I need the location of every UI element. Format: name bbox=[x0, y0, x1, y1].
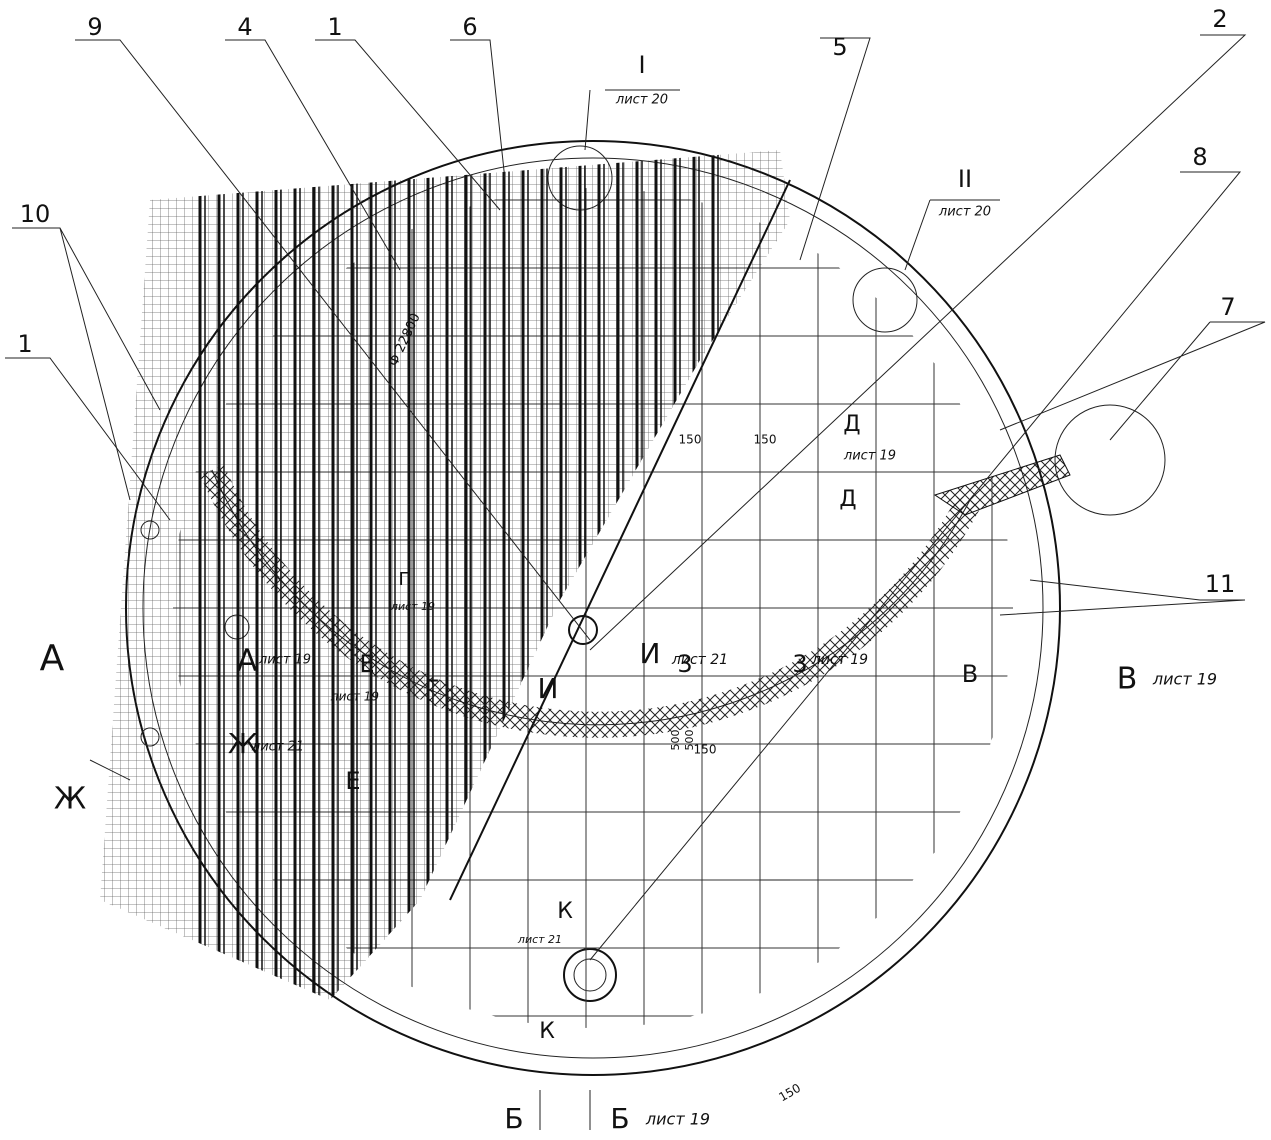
label: Е bbox=[359, 650, 374, 678]
label: 8 bbox=[1192, 143, 1207, 171]
sheet-ref: лист 19 bbox=[330, 690, 379, 704]
label: 10 bbox=[20, 200, 51, 228]
label: 7 bbox=[1220, 293, 1235, 321]
label: Б bbox=[610, 1102, 629, 1135]
label: Ж bbox=[228, 727, 258, 760]
leader bbox=[584, 89, 680, 151]
leader bbox=[315, 39, 501, 211]
tank-plan bbox=[100, 140, 1166, 1076]
drain bbox=[563, 948, 617, 1002]
sheet-ref: лист 19 bbox=[645, 1110, 710, 1129]
label: Д bbox=[843, 412, 860, 437]
label: Е bbox=[345, 767, 360, 795]
bars bbox=[100, 150, 790, 1000]
leader bbox=[225, 39, 401, 271]
label: Ж bbox=[54, 782, 86, 817]
label: 150 bbox=[776, 1081, 803, 1105]
leader bbox=[904, 199, 1000, 271]
label: 1 bbox=[327, 13, 342, 41]
detail-circle bbox=[1054, 404, 1166, 516]
cut-line bbox=[449, 179, 791, 901]
leader bbox=[999, 321, 1266, 441]
sheet-ref: лист 20 bbox=[938, 205, 991, 220]
label: В bbox=[962, 660, 978, 688]
leader bbox=[589, 171, 1242, 961]
section-marks bbox=[89, 759, 790, 1130]
label: Г bbox=[399, 569, 410, 590]
detail-circle bbox=[852, 267, 918, 333]
label: I bbox=[638, 51, 645, 79]
label: 3 bbox=[677, 650, 692, 678]
sheet-ref: лист 21 bbox=[671, 652, 728, 668]
leader bbox=[999, 579, 1246, 616]
label: Д bbox=[839, 487, 856, 512]
label: Г bbox=[425, 675, 440, 703]
label: 9 bbox=[87, 13, 102, 41]
label: К bbox=[539, 1019, 555, 1044]
leaders bbox=[5, 34, 1266, 1130]
label: А bbox=[40, 638, 65, 679]
label: 11 bbox=[1205, 570, 1236, 598]
sheet-ref: лист 19 bbox=[843, 449, 896, 464]
label: 150 bbox=[694, 743, 717, 757]
label: 1 bbox=[17, 330, 32, 358]
label: К bbox=[557, 899, 573, 924]
label: 6 bbox=[462, 13, 477, 41]
leader bbox=[450, 39, 506, 181]
label: 500 bbox=[669, 730, 682, 751]
sheet-ref: лист 21 bbox=[251, 740, 304, 755]
sheet-ref: лист 19 bbox=[811, 652, 868, 668]
leader bbox=[75, 39, 591, 641]
label: Б bbox=[504, 1102, 523, 1135]
leader bbox=[799, 37, 871, 261]
label: 4 bbox=[237, 13, 252, 41]
label: В bbox=[1117, 662, 1138, 697]
center-post bbox=[568, 615, 598, 645]
sheet-ref: лист 21 bbox=[517, 933, 562, 946]
sheet-ref: лист 19 bbox=[390, 600, 435, 613]
nozzle bbox=[933, 454, 1071, 516]
drain bbox=[573, 958, 607, 992]
label: 150 bbox=[679, 433, 702, 447]
label: 5 bbox=[832, 33, 847, 61]
label: 150 bbox=[754, 433, 777, 447]
leader bbox=[589, 34, 1247, 651]
label: И bbox=[640, 637, 661, 670]
label: 500 bbox=[683, 730, 696, 751]
sheet-ref: лист 20 bbox=[615, 93, 668, 108]
label: 2 bbox=[1212, 5, 1227, 33]
label: II bbox=[958, 165, 972, 193]
label: 3 bbox=[792, 650, 807, 678]
sheet-ref: лист 19 bbox=[1152, 670, 1217, 689]
leader bbox=[12, 227, 161, 501]
label: И bbox=[538, 672, 559, 705]
sheet-ref: лист 19 bbox=[258, 653, 311, 668]
leader bbox=[5, 357, 171, 521]
label: А bbox=[237, 644, 258, 679]
